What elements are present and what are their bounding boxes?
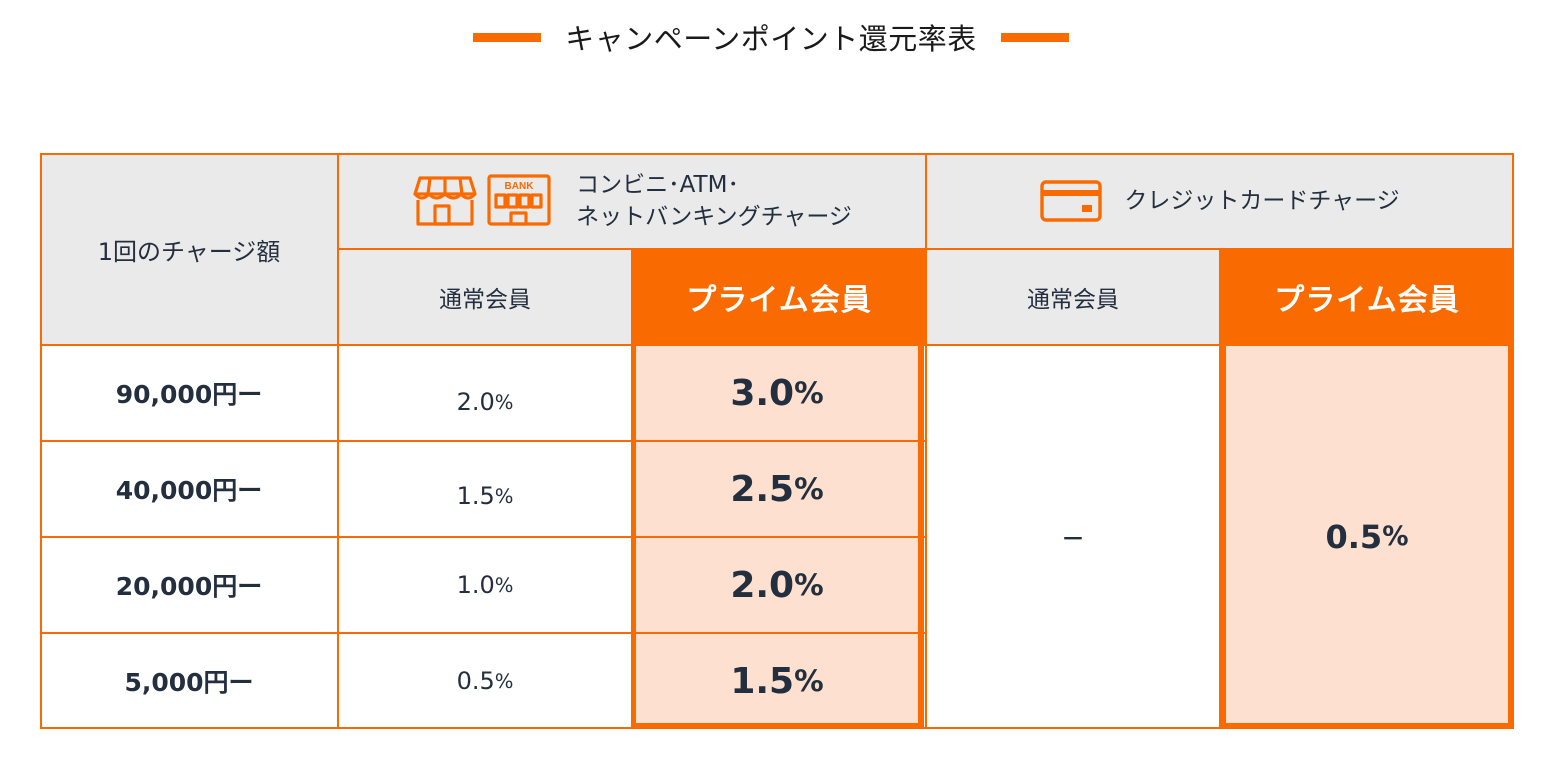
store-normal-header: 通常会員 bbox=[338, 249, 632, 345]
prime-card-border-right bbox=[1508, 345, 1514, 729]
line-header-body bbox=[40, 344, 1514, 346]
group-store-label-line1: コンビニ･ATM･ bbox=[576, 172, 739, 198]
title-decoration-right bbox=[1000, 32, 1069, 42]
store-prime-rate-1: 3.0% bbox=[632, 345, 922, 441]
title-decoration-left bbox=[473, 32, 542, 42]
credit-card-icon bbox=[1040, 180, 1103, 222]
prime-store-border-left bbox=[632, 345, 636, 729]
line-row-1 bbox=[40, 440, 926, 442]
row-amount-2: 40,000円ー bbox=[115, 476, 263, 505]
page-title: キャンペーンポイント還元率表 bbox=[565, 22, 977, 56]
line-col-1 bbox=[337, 153, 339, 729]
group-store-label: コンビニ･ATM･ ネットバンキングチャージ bbox=[576, 169, 852, 233]
card-prime-header: プライム会員 bbox=[1220, 249, 1514, 345]
border-top bbox=[40, 153, 1514, 155]
prime-card-border-bottom bbox=[1220, 723, 1514, 729]
store-normal-rate-3: 1.0% bbox=[456, 571, 514, 599]
card-normal-header: 通常会員 bbox=[926, 249, 1220, 345]
rate-table: 1回のチャージ額 bbox=[40, 153, 1514, 729]
store-normal-rate-1: 2.0% bbox=[456, 388, 514, 416]
bank-icon: BANK bbox=[487, 174, 551, 226]
store-prime-header: プライム会員 bbox=[632, 249, 926, 345]
store-normal-rate-2: 1.5% bbox=[456, 482, 514, 510]
store-prime-rate-3: 2.0% bbox=[632, 537, 922, 633]
prime-store-border-right bbox=[918, 345, 924, 729]
line-row-3 bbox=[40, 632, 926, 634]
card-normal-rate: − bbox=[1061, 520, 1085, 554]
prime-store-border-bottom bbox=[632, 723, 924, 729]
row-header-cell: 1回のチャージ額 bbox=[40, 153, 338, 345]
store-normal-rate-4: 0.5% bbox=[456, 667, 514, 695]
svg-text:BANK: BANK bbox=[505, 181, 535, 192]
group-header-card: クレジットカードチャージ bbox=[926, 153, 1514, 249]
group-header-store: BANK コンビニ･ATM･ ネットバンキングチャージ bbox=[338, 153, 926, 249]
group-store-label-line2: ネットバンキングチャージ bbox=[576, 204, 852, 230]
store-prime-rate-4: 1.5% bbox=[632, 633, 922, 729]
row-header-label: 1回のチャージ額 bbox=[97, 237, 281, 266]
line-col-3 bbox=[925, 153, 927, 729]
group-card-label: クレジットカードチャージ bbox=[1124, 188, 1400, 214]
row-amount-1: 90,000円ー bbox=[115, 380, 263, 409]
line-row-2 bbox=[40, 536, 926, 538]
store-icon bbox=[413, 176, 477, 226]
store-prime-rate-2: 2.5% bbox=[632, 441, 922, 537]
card-prime-rate: 0.5% bbox=[1224, 345, 1510, 729]
page-title-row: キャンペーンポイント還元率表 bbox=[0, 14, 1542, 60]
row-amount-3: 20,000円ー bbox=[115, 572, 263, 601]
row-amount-4: 5,000円ー bbox=[124, 668, 254, 697]
prime-card-border-left bbox=[1220, 345, 1226, 729]
